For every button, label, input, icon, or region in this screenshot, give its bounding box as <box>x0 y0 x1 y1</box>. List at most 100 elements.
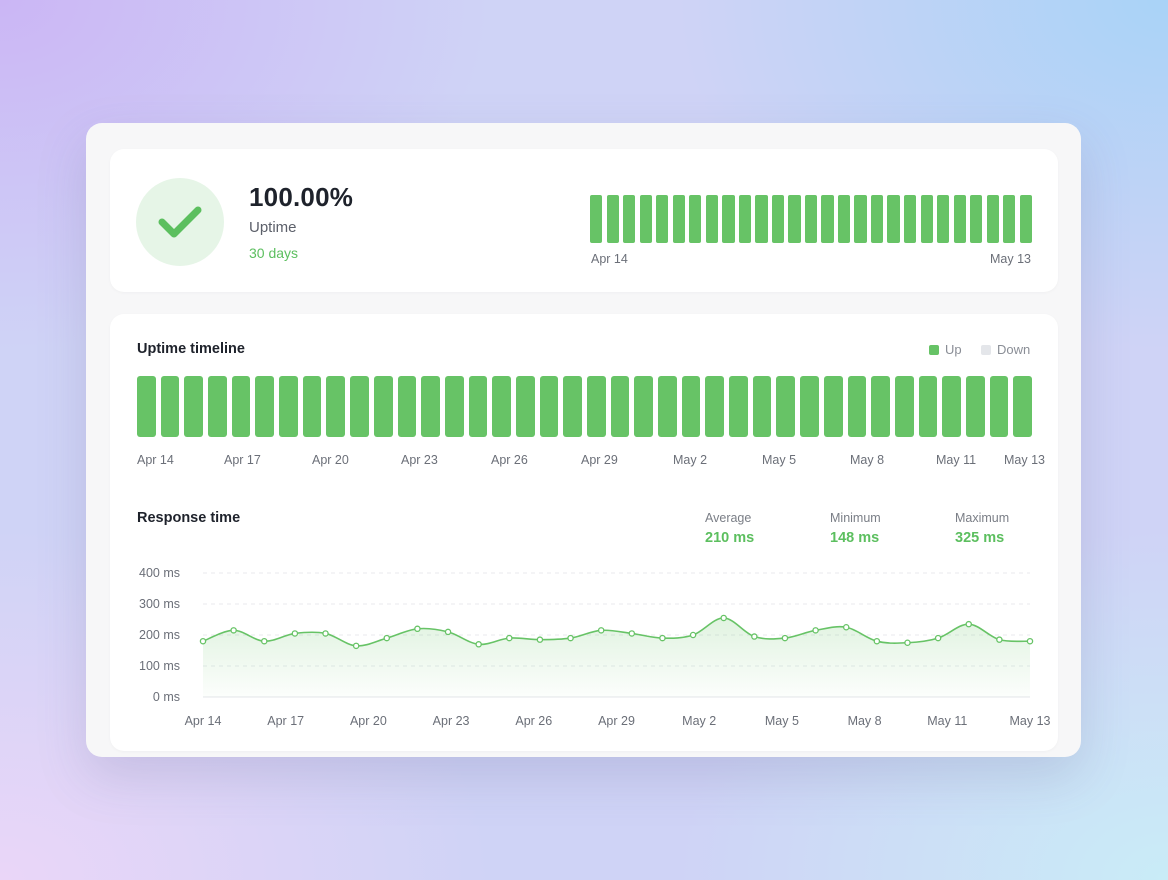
daily-status-bar[interactable] <box>722 195 735 243</box>
daily-status-bar[interactable] <box>870 195 884 243</box>
timeline-bar[interactable] <box>634 376 654 437</box>
uptime-timeline-bars <box>137 376 1032 437</box>
timeline-bar[interactable] <box>658 376 677 437</box>
timeline-bar[interactable] <box>681 376 701 437</box>
mini-end-date: May 13 <box>990 252 1031 266</box>
daily-status-bar[interactable] <box>854 195 867 243</box>
timeline-bar[interactable] <box>492 376 511 437</box>
timeline-date-label: May 5 <box>762 453 797 467</box>
daily-status-bar[interactable] <box>1019 195 1032 243</box>
timeline-bar[interactable] <box>942 376 961 437</box>
timeline-bar[interactable] <box>539 376 559 437</box>
timeline-date-label: Apr 26 <box>491 453 528 467</box>
daily-status-bar[interactable] <box>623 195 636 243</box>
timeline-bar[interactable] <box>563 376 582 437</box>
data-point <box>842 623 850 631</box>
timeline-bar[interactable] <box>752 376 772 437</box>
timeline-bar[interactable] <box>444 376 464 437</box>
data-point <box>781 634 789 642</box>
legend-down: Down <box>981 342 1030 357</box>
timeline-bar[interactable] <box>208 376 227 437</box>
data-point <box>475 641 482 648</box>
timeline-date-label: Apr 14 <box>137 453 174 467</box>
response-time-chart: 0 ms 100 ms 200 ms 300 ms 400 ms Apr 14 Apr 17… <box>139 566 1051 728</box>
daily-status-bar[interactable] <box>656 195 669 243</box>
uptime-panel: 100.00% Uptime 30 days Apr 14 May 13 Upt… <box>86 123 1081 757</box>
daily-status-bar[interactable] <box>920 195 933 243</box>
mini-start-date: Apr 14 <box>591 252 628 266</box>
timeline-bar[interactable] <box>918 376 938 437</box>
data-point <box>506 634 513 642</box>
timeline-bar[interactable] <box>515 376 535 437</box>
daily-status-bar[interactable] <box>639 195 652 243</box>
daily-status-bar[interactable] <box>590 195 603 243</box>
data-point <box>567 634 574 642</box>
timeline-bar[interactable] <box>468 376 488 437</box>
daily-status-bar[interactable] <box>953 195 966 243</box>
response-time-title: Response time <box>137 510 241 526</box>
timeline-date-label: Apr 23 <box>401 453 438 467</box>
timeline-bar[interactable] <box>705 376 725 437</box>
daily-status-bar[interactable] <box>771 195 785 243</box>
timeline-date-label: May 8 <box>850 453 885 467</box>
data-point <box>720 614 727 622</box>
daily-status-bar[interactable] <box>705 195 718 243</box>
timeline-bar[interactable] <box>989 376 1009 437</box>
x-tick-label: May 8 <box>848 714 882 728</box>
average-label: Average <box>705 511 752 525</box>
daily-status-bar[interactable] <box>672 195 685 243</box>
timeline-bar[interactable] <box>587 376 606 437</box>
timeline-bar[interactable] <box>137 376 156 437</box>
timeline-bar[interactable] <box>421 376 440 437</box>
daily-status-bar[interactable] <box>986 195 999 243</box>
timeline-bar[interactable] <box>800 376 819 437</box>
daily-status-bar[interactable] <box>689 195 702 243</box>
daily-status-bar[interactable] <box>606 195 619 243</box>
uptime-percentage: 100.00% <box>249 182 354 212</box>
timeline-bar[interactable] <box>302 376 322 437</box>
timeline-bar[interactable] <box>610 376 630 437</box>
timeline-bar[interactable] <box>373 376 393 437</box>
daily-status-bar[interactable] <box>937 195 950 243</box>
timeline-date-label: May 11 <box>936 453 977 467</box>
daily-status-bar[interactable] <box>821 195 834 243</box>
daily-status-bar[interactable] <box>837 195 851 243</box>
daily-status-bar[interactable] <box>1003 195 1016 243</box>
daily-status-bar[interactable] <box>970 195 983 243</box>
timeline-bar[interactable] <box>894 376 914 437</box>
timeline-bar[interactable] <box>255 376 275 437</box>
timeline-bar[interactable] <box>160 376 180 437</box>
timeline-bar[interactable] <box>1013 376 1032 437</box>
timeline-bar[interactable] <box>871 376 890 437</box>
timeline-bar[interactable] <box>965 376 985 437</box>
daily-status-bar[interactable] <box>804 195 818 243</box>
timeline-bar[interactable] <box>184 376 204 437</box>
daily-status-bar[interactable] <box>738 195 752 243</box>
daily-status-bar[interactable] <box>788 195 801 243</box>
x-tick-label: Apr 26 <box>515 714 552 728</box>
timeline-bar[interactable] <box>397 376 417 437</box>
timeline-bar[interactable] <box>279 376 298 437</box>
legend-up-label: Up <box>945 342 962 357</box>
daily-status-bar[interactable] <box>903 195 917 243</box>
daily-status-bar[interactable] <box>755 195 768 243</box>
timeline-bar[interactable] <box>729 376 748 437</box>
timeline-date-label: Apr 20 <box>312 453 349 467</box>
timeline-bar[interactable] <box>350 376 369 437</box>
data-point <box>414 625 421 633</box>
data-point <box>904 639 911 646</box>
data-point <box>383 634 391 642</box>
maximum-value: 325 ms <box>955 530 1005 546</box>
timeline-bar[interactable] <box>847 376 867 437</box>
x-tick-label: May 2 <box>682 714 716 728</box>
x-tick-label: Apr 23 <box>433 714 470 728</box>
timeline-bar[interactable] <box>823 376 843 437</box>
legend-down-swatch <box>981 344 991 355</box>
x-tick-label: Apr 29 <box>598 714 635 728</box>
x-tick-label: Apr 14 <box>185 714 222 728</box>
timeline-bar[interactable] <box>231 376 251 437</box>
daily-status-bars <box>590 195 1032 243</box>
daily-status-bar[interactable] <box>887 195 900 243</box>
timeline-bar[interactable] <box>776 376 796 437</box>
timeline-bar[interactable] <box>326 376 346 437</box>
